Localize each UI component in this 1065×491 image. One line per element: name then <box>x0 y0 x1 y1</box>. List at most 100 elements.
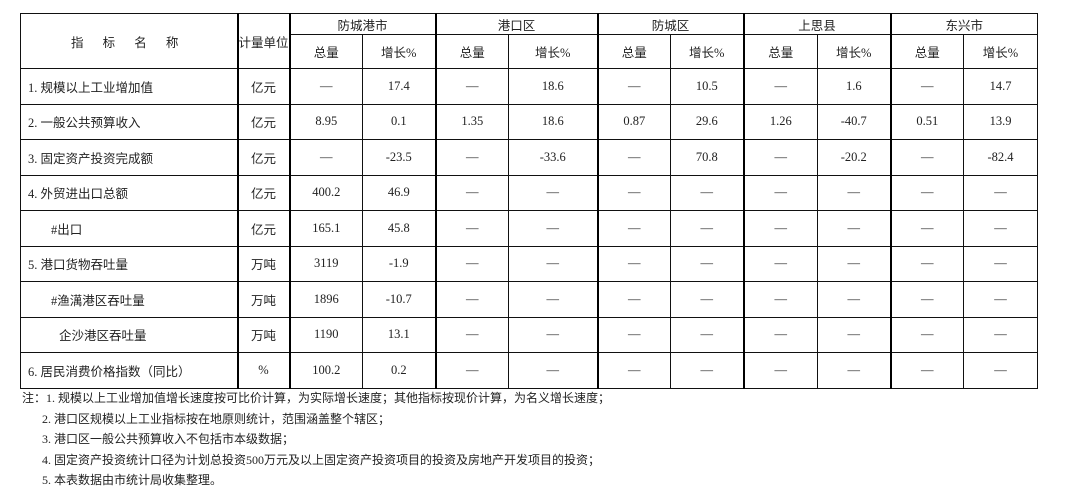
unit-cell: 亿元 <box>236 174 291 211</box>
total-cell: — <box>742 174 819 211</box>
indicator-name: 4. 外贸进出口总额 <box>20 174 238 211</box>
growth-cell: 45.8 <box>362 210 437 247</box>
growth-header: 增长% <box>963 34 1039 69</box>
growth-cell: — <box>963 352 1039 389</box>
growth-cell: -20.2 <box>817 139 892 176</box>
total-cell: — <box>596 352 672 389</box>
indicator-name: 5. 港口货物吞吐量 <box>20 245 238 282</box>
total-cell: — <box>742 245 819 282</box>
growth-cell: — <box>508 281 599 318</box>
growth-cell: -10.7 <box>362 281 437 318</box>
growth-cell: 70.8 <box>670 139 745 176</box>
region-header: 防城港市 <box>288 13 437 35</box>
total-cell: — <box>889 281 965 318</box>
unit-cell: 亿元 <box>236 103 291 140</box>
total-cell: — <box>434 245 510 282</box>
table-row: 企沙港区吞吐量 万吨 1190 13.1— — — — — — — — <box>20 316 1039 353</box>
growth-cell: — <box>963 281 1039 318</box>
growth-cell: — <box>508 316 599 353</box>
unit-cell: 亿元 <box>236 210 291 247</box>
growth-cell: — <box>670 174 745 211</box>
total-cell: 1896 <box>288 281 364 318</box>
total-header: 总量 <box>288 34 364 69</box>
total-header: 总量 <box>889 34 965 69</box>
growth-cell: — <box>963 316 1039 353</box>
table-row: 4. 外贸进出口总额 亿元 400.2 46.9— — — — — — — — <box>20 174 1039 211</box>
total-cell: — <box>889 316 965 353</box>
total-cell: — <box>889 210 965 247</box>
total-cell: 165.1 <box>288 210 364 247</box>
growth-cell: 46.9 <box>362 174 437 211</box>
growth-cell: — <box>963 245 1039 282</box>
region-header: 东兴市 <box>889 13 1039 35</box>
total-cell: — <box>288 139 364 176</box>
total-cell: — <box>742 316 819 353</box>
growth-cell: 0.1 <box>362 103 437 140</box>
growth-cell: — <box>817 352 892 389</box>
unit-cell: % <box>236 352 291 389</box>
growth-cell: — <box>817 281 892 318</box>
indicator-name: 2. 一般公共预算收入 <box>20 103 238 140</box>
total-cell: — <box>596 245 672 282</box>
indicator-name: 企沙港区吞吐量 <box>20 316 238 353</box>
unit-cell: 亿元 <box>236 68 291 105</box>
footnote: 3. 港口区一般公共预算收入不包括市本级数据； <box>42 432 295 446</box>
table-row: 2. 一般公共预算收入 亿元 8.95 0.1 1.35 18.6 0.87 29.6 1.26… <box>20 103 1039 140</box>
indicator-header: 指 标 名 称 <box>20 13 238 69</box>
region-header: 防城区 <box>596 13 745 35</box>
total-cell: — <box>434 281 510 318</box>
growth-cell: — <box>963 210 1039 247</box>
unit-cell: 万吨 <box>236 245 291 282</box>
total-cell: 1.35 <box>434 103 510 140</box>
indicator-name: 1. 规模以上工业增加值 <box>20 68 238 105</box>
statistics-table: 指 标 名 称 计量单位 防城港市 港口区 防城区 上思县 东兴市 总量 增长% 总量 增长%… <box>20 13 1039 389</box>
footnote: 4. 固定资产投资统计口径为计划总投资500万元及以上固定资产投资项目的投资及房… <box>42 452 601 467</box>
total-cell: — <box>434 174 510 211</box>
growth-cell: — <box>508 174 599 211</box>
growth-cell: — <box>508 210 599 247</box>
total-cell: — <box>434 316 510 353</box>
growth-cell: — <box>670 245 745 282</box>
total-cell: — <box>889 139 965 176</box>
growth-cell: 17.4 <box>362 68 437 105</box>
footnote: 注：1. 规模以上工业增加值增长速度按可比价计算，为实际增长速度；其他指标按现价… <box>22 391 611 405</box>
growth-cell: — <box>670 352 745 389</box>
total-cell: 100.2 <box>288 352 364 389</box>
total-cell: — <box>596 68 672 105</box>
footnote: 2. 港口区规模以上工业指标按在地原则统计，范围涵盖整个辖区； <box>42 411 391 426</box>
growth-cell: 0.2 <box>362 352 437 389</box>
total-cell: — <box>889 174 965 211</box>
total-header: 总量 <box>596 34 672 69</box>
total-cell: — <box>889 68 965 105</box>
growth-cell: -82.4 <box>963 139 1039 176</box>
total-cell: — <box>596 281 672 318</box>
total-header: 总量 <box>742 34 819 69</box>
growth-cell: 13.1 <box>362 316 437 353</box>
growth-cell: 14.7 <box>963 68 1039 105</box>
total-header: 总量 <box>434 34 510 69</box>
total-cell: 1.26 <box>742 103 819 140</box>
total-cell: — <box>434 68 510 105</box>
total-cell: 400.2 <box>288 174 364 211</box>
total-cell: — <box>742 68 819 105</box>
table-row: 1. 规模以上工业增加值 亿元 —17.4—18.6—10.5—1.6—14.7 <box>20 68 1039 105</box>
region-header: 港口区 <box>434 13 599 35</box>
total-cell: 1190 <box>288 316 364 353</box>
footnotes: 注：1. 规模以上工业增加值增长速度按可比价计算，为实际增长速度；其他指标按现价… <box>22 388 610 491</box>
total-cell: — <box>742 139 819 176</box>
indicator-name: 3. 固定资产投资完成额 <box>20 139 238 176</box>
growth-cell: — <box>670 316 745 353</box>
region-header: 上思县 <box>742 13 892 35</box>
unit-cell: 万吨 <box>236 281 291 318</box>
growth-cell: — <box>817 174 892 211</box>
total-cell: — <box>889 245 965 282</box>
total-cell: — <box>742 281 819 318</box>
table-row: 5. 港口货物吞吐量 万吨 3119 -1.9— — — — — — — — <box>20 245 1039 282</box>
unit-header: 计量单位 <box>236 13 291 69</box>
growth-cell: -1.9 <box>362 245 437 282</box>
total-cell: — <box>434 139 510 176</box>
indicator-name: #出口 <box>20 210 238 247</box>
growth-cell: — <box>817 210 892 247</box>
growth-header: 增长% <box>670 34 745 69</box>
growth-cell: 10.5 <box>670 68 745 105</box>
